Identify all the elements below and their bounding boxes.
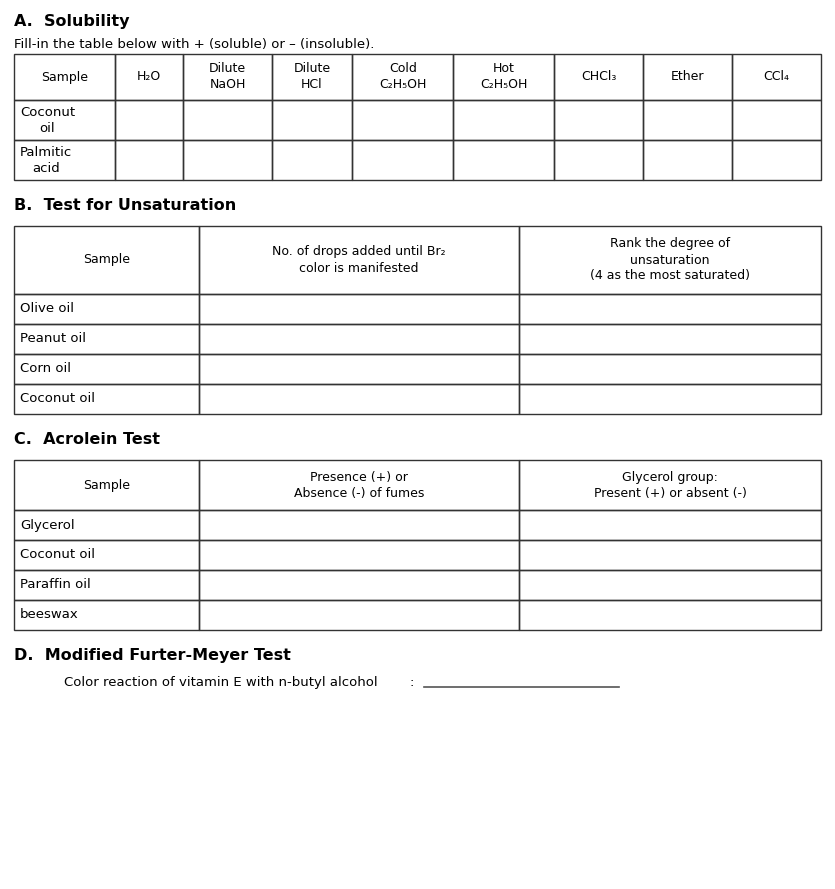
Bar: [519, 226, 821, 294]
Bar: [115, 54, 183, 100]
Bar: [199, 460, 519, 510]
Text: Paraffin oil: Paraffin oil: [20, 579, 91, 591]
Bar: [115, 100, 183, 140]
Text: Hot
C₂H₅OH: Hot C₂H₅OH: [480, 62, 528, 92]
Text: Dilute
HCl: Dilute HCl: [293, 62, 331, 92]
Text: Ether: Ether: [671, 70, 705, 84]
Text: B.  Test for Unsaturation: B. Test for Unsaturation: [14, 198, 236, 213]
Bar: [14, 324, 199, 354]
Text: No. of drops added until Br₂
color is manifested: No. of drops added until Br₂ color is ma…: [272, 245, 446, 275]
Bar: [519, 510, 821, 540]
Bar: [453, 54, 554, 100]
Text: Glycerol group:
Present (+) or absent (-): Glycerol group: Present (+) or absent (-…: [594, 470, 746, 500]
Bar: [519, 384, 821, 414]
Bar: [115, 140, 183, 180]
Text: A.  Solubility: A. Solubility: [14, 14, 129, 29]
Text: Rank the degree of
unsaturation
(4 as the most saturated): Rank the degree of unsaturation (4 as th…: [590, 237, 750, 283]
Bar: [183, 140, 272, 180]
Bar: [352, 100, 453, 140]
Text: CHCl₃: CHCl₃: [581, 70, 616, 84]
Bar: [14, 460, 199, 510]
Text: Glycerol: Glycerol: [20, 518, 74, 532]
Bar: [732, 140, 821, 180]
Bar: [14, 294, 199, 324]
Bar: [554, 100, 643, 140]
Bar: [554, 140, 643, 180]
Bar: [453, 140, 554, 180]
Bar: [519, 354, 821, 384]
Bar: [14, 600, 199, 630]
Text: H₂O: H₂O: [137, 70, 161, 84]
Bar: [554, 54, 643, 100]
Text: C.  Acrolein Test: C. Acrolein Test: [14, 432, 160, 447]
Bar: [272, 100, 352, 140]
Bar: [519, 460, 821, 510]
Bar: [199, 354, 519, 384]
Bar: [14, 54, 115, 100]
Bar: [519, 570, 821, 600]
Text: Corn oil: Corn oil: [20, 363, 71, 375]
Bar: [199, 540, 519, 570]
Bar: [199, 226, 519, 294]
Bar: [14, 226, 199, 294]
Bar: [14, 384, 199, 414]
Bar: [732, 54, 821, 100]
Bar: [272, 54, 352, 100]
Text: Sample: Sample: [41, 70, 88, 84]
Bar: [199, 384, 519, 414]
Text: Fill-in the table below with + (soluble) or – (insoluble).: Fill-in the table below with + (soluble)…: [14, 38, 374, 51]
Text: CCl₄: CCl₄: [763, 70, 790, 84]
Bar: [14, 140, 115, 180]
Bar: [352, 54, 453, 100]
Bar: [643, 140, 732, 180]
Text: Olive oil: Olive oil: [20, 302, 74, 316]
Bar: [14, 354, 199, 384]
Text: Cold
C₂H₅OH: Cold C₂H₅OH: [379, 62, 427, 92]
Bar: [199, 570, 519, 600]
Bar: [272, 140, 352, 180]
Bar: [14, 570, 199, 600]
Text: Coconut
oil: Coconut oil: [20, 106, 75, 134]
Text: Palmitic
acid: Palmitic acid: [20, 146, 73, 174]
Bar: [643, 54, 732, 100]
Text: :: :: [410, 676, 414, 689]
Text: beeswax: beeswax: [20, 608, 78, 621]
Bar: [199, 294, 519, 324]
Bar: [199, 510, 519, 540]
Bar: [14, 510, 199, 540]
Bar: [14, 100, 115, 140]
Bar: [183, 54, 272, 100]
Text: Presence (+) or
Absence (-) of fumes: Presence (+) or Absence (-) of fumes: [294, 470, 424, 500]
Bar: [453, 100, 554, 140]
Text: Color reaction of vitamin E with n-butyl alcohol: Color reaction of vitamin E with n-butyl…: [64, 676, 377, 689]
Bar: [183, 100, 272, 140]
Bar: [14, 540, 199, 570]
Bar: [732, 100, 821, 140]
Text: Coconut oil: Coconut oil: [20, 393, 95, 405]
Bar: [519, 294, 821, 324]
Bar: [519, 540, 821, 570]
Text: Dilute
NaOH: Dilute NaOH: [209, 62, 246, 92]
Bar: [519, 324, 821, 354]
Text: Coconut oil: Coconut oil: [20, 549, 95, 562]
Bar: [199, 600, 519, 630]
Bar: [643, 100, 732, 140]
Bar: [199, 324, 519, 354]
Text: Sample: Sample: [83, 253, 130, 267]
Text: Peanut oil: Peanut oil: [20, 332, 86, 346]
Bar: [352, 140, 453, 180]
Text: D.  Modified Furter-Meyer Test: D. Modified Furter-Meyer Test: [14, 648, 291, 663]
Bar: [519, 600, 821, 630]
Text: Sample: Sample: [83, 478, 130, 492]
